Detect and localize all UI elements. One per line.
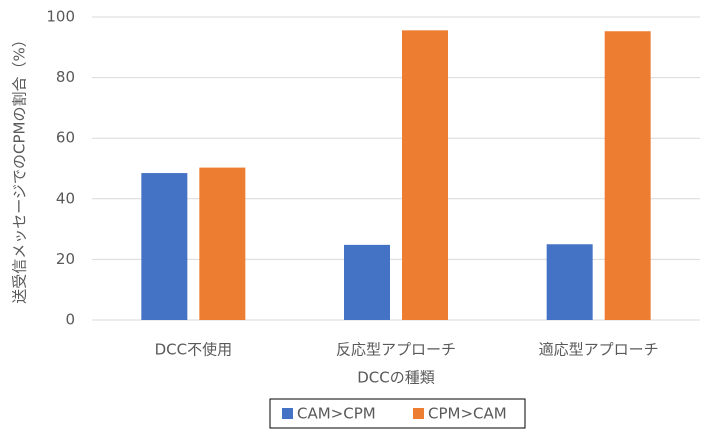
bar	[344, 244, 390, 320]
legend-label: CAM>CPM	[297, 405, 376, 423]
x-tick-label: 反応型アプローチ	[336, 341, 456, 359]
legend-box	[269, 398, 526, 429]
y-tick-label: 40	[56, 189, 75, 207]
legend-swatch	[413, 408, 424, 419]
bar	[199, 167, 246, 320]
y-axis-label: 送受信メッセージでのCPMの割合（%）	[11, 32, 29, 303]
y-tick-label: 20	[56, 250, 75, 268]
legend-swatch	[282, 408, 293, 419]
bar	[604, 31, 651, 321]
x-axis-label: DCCの種類	[357, 369, 435, 387]
bar	[141, 173, 188, 320]
y-tick-label: 60	[56, 129, 75, 147]
bar	[546, 244, 593, 320]
legend-label: CPM>CAM	[428, 405, 507, 423]
y-tick-label: 100	[46, 8, 75, 26]
x-tick-label: 適応型アプローチ	[539, 341, 659, 359]
x-tick-label: DCC不使用	[155, 341, 233, 359]
y-tick-label: 0	[65, 311, 75, 329]
bar	[402, 30, 448, 320]
y-tick-label: 80	[56, 68, 75, 86]
